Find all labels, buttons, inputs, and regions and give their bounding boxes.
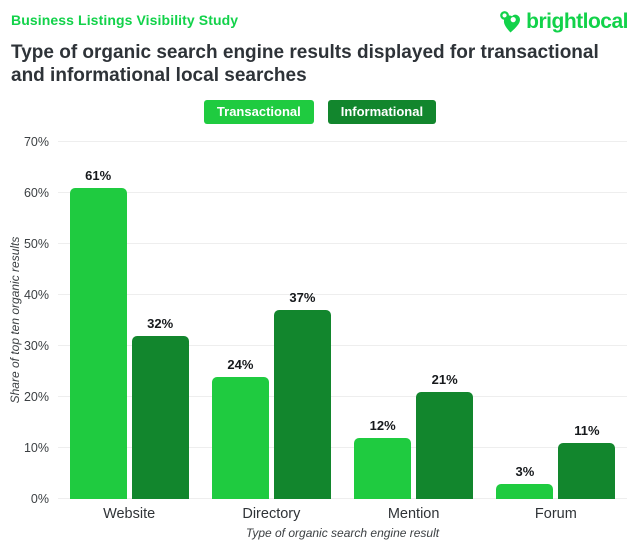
- study-eyebrow: Business Listings Visibility Study: [11, 12, 239, 28]
- bar-transactional-mention: 12%: [354, 142, 412, 499]
- bar-value-label: 61%: [85, 167, 112, 183]
- grid-line: [58, 447, 627, 448]
- bar-transactional-directory: 24%: [211, 142, 269, 499]
- bar: [496, 483, 554, 499]
- y-tick-label: 60%: [23, 186, 49, 200]
- y-tick-label: 10%: [23, 441, 49, 455]
- x-category-label-website: Website: [103, 506, 156, 522]
- y-tick-label: 50%: [23, 237, 49, 251]
- brand-logo: brightlocal: [498, 9, 628, 34]
- y-tick-label: 30%: [23, 339, 49, 353]
- y-axis: 0% 10% 20% 30% 40% 50% 60% 70%: [0, 135, 58, 506]
- chart-title: Type of organic search engine results di…: [0, 34, 640, 87]
- bar-value-label: 21%: [431, 371, 458, 387]
- bar-value-label: 12%: [369, 417, 396, 433]
- grid-line: [58, 344, 627, 346]
- chart-title-line-2: and informational local searches: [11, 65, 307, 86]
- bar-value-label: 37%: [289, 290, 316, 306]
- bar-transactional-forum: 3%: [496, 142, 554, 499]
- grid-line: [58, 396, 627, 397]
- bar: [558, 442, 616, 499]
- plot-area: 61% 32% 24% 37% 12% 21% 3% 11%: [58, 141, 627, 499]
- bar: [354, 437, 412, 499]
- bar: [211, 376, 269, 499]
- legend-item-transactional: Transactional: [203, 100, 314, 124]
- bar: [131, 335, 189, 499]
- bar-value-label: 11%: [574, 422, 600, 438]
- y-tick-label: 70%: [23, 135, 49, 149]
- bar-groups: 61% 32% 24% 37% 12% 21% 3% 11%: [58, 142, 627, 499]
- grid-line: [58, 141, 627, 142]
- bar-value-label: 3%: [515, 463, 535, 479]
- x-category-label-forum: Forum: [534, 506, 577, 522]
- bar: [416, 391, 474, 499]
- bar-value-label: 24%: [227, 356, 254, 372]
- bar-group-mention: 12% 21%: [343, 142, 485, 499]
- bar-transactional-website: 61%: [69, 142, 127, 499]
- x-axis-title: Type of organic search engine result: [245, 526, 440, 540]
- y-tick-label: 20%: [23, 390, 49, 404]
- heart-pin-icon: [498, 9, 523, 34]
- grid-line: [58, 498, 627, 499]
- grid-line: [58, 191, 627, 193]
- bar-group-website: 61% 32%: [58, 142, 200, 499]
- legend-item-informational: Informational: [327, 100, 437, 124]
- y-tick-label: 40%: [23, 288, 49, 302]
- bar-informational-website: 32%: [131, 142, 189, 499]
- bar-informational-mention: 21%: [416, 142, 474, 499]
- x-category-label-mention: Mention: [387, 506, 440, 522]
- x-axis-labels: Website Directory Mention Forum: [58, 499, 627, 522]
- bar-value-label: 32%: [147, 315, 174, 331]
- legend: Transactional Informational: [0, 100, 640, 124]
- y-tick-label: 0%: [30, 492, 49, 506]
- bar-group-forum: 3% 11%: [485, 142, 627, 499]
- grid-line: [58, 294, 627, 295]
- chart-area: Share of top ten organic results 0% 10% 20…: [0, 135, 640, 540]
- bar-group-directory: 24% 37%: [200, 142, 342, 499]
- grid-line: [58, 242, 627, 244]
- x-category-label-directory: Directory: [242, 506, 301, 522]
- bar-informational-forum: 11%: [558, 142, 616, 499]
- header: Business Listings Visibility Study brigh…: [0, 0, 640, 34]
- logo-text: brightlocal: [526, 9, 628, 33]
- bar: [69, 187, 127, 499]
- bar: [273, 310, 331, 499]
- bar-informational-directory: 37%: [273, 142, 331, 499]
- chart-title-line-1: Type of organic search engine results di…: [11, 42, 599, 63]
